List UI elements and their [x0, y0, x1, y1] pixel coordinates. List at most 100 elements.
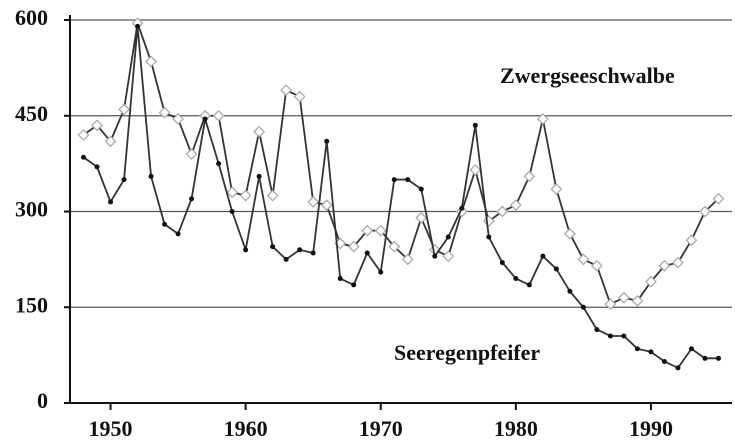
point — [202, 116, 208, 122]
point — [243, 247, 249, 253]
point — [594, 327, 600, 333]
y-tick-label: 0 — [37, 388, 48, 413]
point — [283, 256, 289, 262]
y-tick-label: 450 — [15, 101, 48, 126]
point — [658, 259, 671, 272]
point — [482, 215, 495, 227]
point — [189, 196, 195, 202]
point — [216, 161, 222, 167]
point — [432, 253, 438, 259]
point — [172, 113, 185, 125]
point — [351, 282, 357, 288]
point — [388, 240, 401, 253]
point — [540, 253, 546, 259]
point — [607, 333, 613, 339]
point — [256, 173, 262, 179]
point — [486, 234, 492, 240]
point — [91, 119, 103, 132]
point — [145, 55, 157, 68]
point — [378, 269, 384, 275]
point — [661, 359, 667, 365]
point — [634, 346, 640, 352]
point — [158, 106, 171, 119]
point — [536, 113, 549, 125]
point — [563, 227, 576, 240]
point — [121, 177, 127, 183]
point — [567, 288, 573, 294]
point — [580, 304, 586, 310]
point — [135, 23, 141, 29]
point — [469, 164, 482, 176]
point — [307, 196, 320, 208]
point — [280, 84, 293, 97]
point — [361, 224, 374, 237]
point — [648, 349, 654, 355]
series-label: Seeregenpfeifer — [394, 340, 540, 365]
point — [712, 192, 725, 205]
x-tick-label: 1960 — [224, 416, 268, 441]
point — [239, 189, 252, 202]
point — [175, 231, 181, 237]
y-tick-label: 300 — [15, 197, 48, 222]
point — [324, 138, 330, 144]
point — [320, 199, 333, 212]
point — [442, 250, 455, 263]
point — [391, 177, 397, 183]
point — [688, 346, 694, 352]
point — [631, 294, 644, 307]
x-tick-label: 1970 — [359, 416, 403, 441]
point — [77, 128, 90, 141]
point — [118, 103, 130, 116]
series-label: Zwergseeschwalbe — [500, 63, 675, 88]
point — [374, 224, 387, 237]
point — [212, 109, 225, 122]
point — [526, 282, 532, 288]
point — [645, 275, 657, 288]
point — [675, 365, 681, 371]
point — [621, 333, 627, 339]
point — [513, 276, 519, 282]
point — [148, 173, 154, 179]
point — [577, 253, 590, 266]
point — [496, 205, 509, 218]
point — [229, 209, 235, 214]
y-tick-label: 600 — [15, 5, 48, 30]
point — [459, 205, 465, 211]
point — [347, 240, 360, 253]
point — [509, 199, 522, 212]
point — [550, 183, 563, 196]
point — [472, 122, 478, 128]
point — [226, 186, 239, 199]
point — [672, 256, 684, 269]
x-tick-label: 1990 — [629, 416, 673, 441]
point — [715, 355, 721, 361]
point — [185, 148, 198, 160]
point — [617, 291, 630, 304]
point — [699, 205, 711, 218]
y-tick-label: 150 — [15, 292, 48, 317]
point — [293, 90, 306, 103]
point — [418, 186, 424, 192]
point — [108, 199, 114, 205]
point — [415, 211, 428, 224]
point — [405, 177, 411, 183]
point — [337, 276, 343, 282]
point — [297, 247, 303, 253]
point — [310, 250, 316, 256]
x-tick-label: 1950 — [89, 416, 133, 441]
point — [590, 259, 603, 272]
point — [253, 125, 266, 138]
point — [523, 170, 536, 183]
x-tick-label: 1980 — [494, 416, 538, 441]
point — [364, 250, 370, 256]
point — [685, 234, 698, 247]
point — [499, 260, 505, 266]
point — [702, 355, 708, 361]
point — [94, 164, 100, 170]
point — [604, 298, 617, 310]
point — [81, 154, 87, 160]
point — [445, 234, 451, 240]
point — [162, 221, 168, 227]
point — [401, 253, 414, 266]
